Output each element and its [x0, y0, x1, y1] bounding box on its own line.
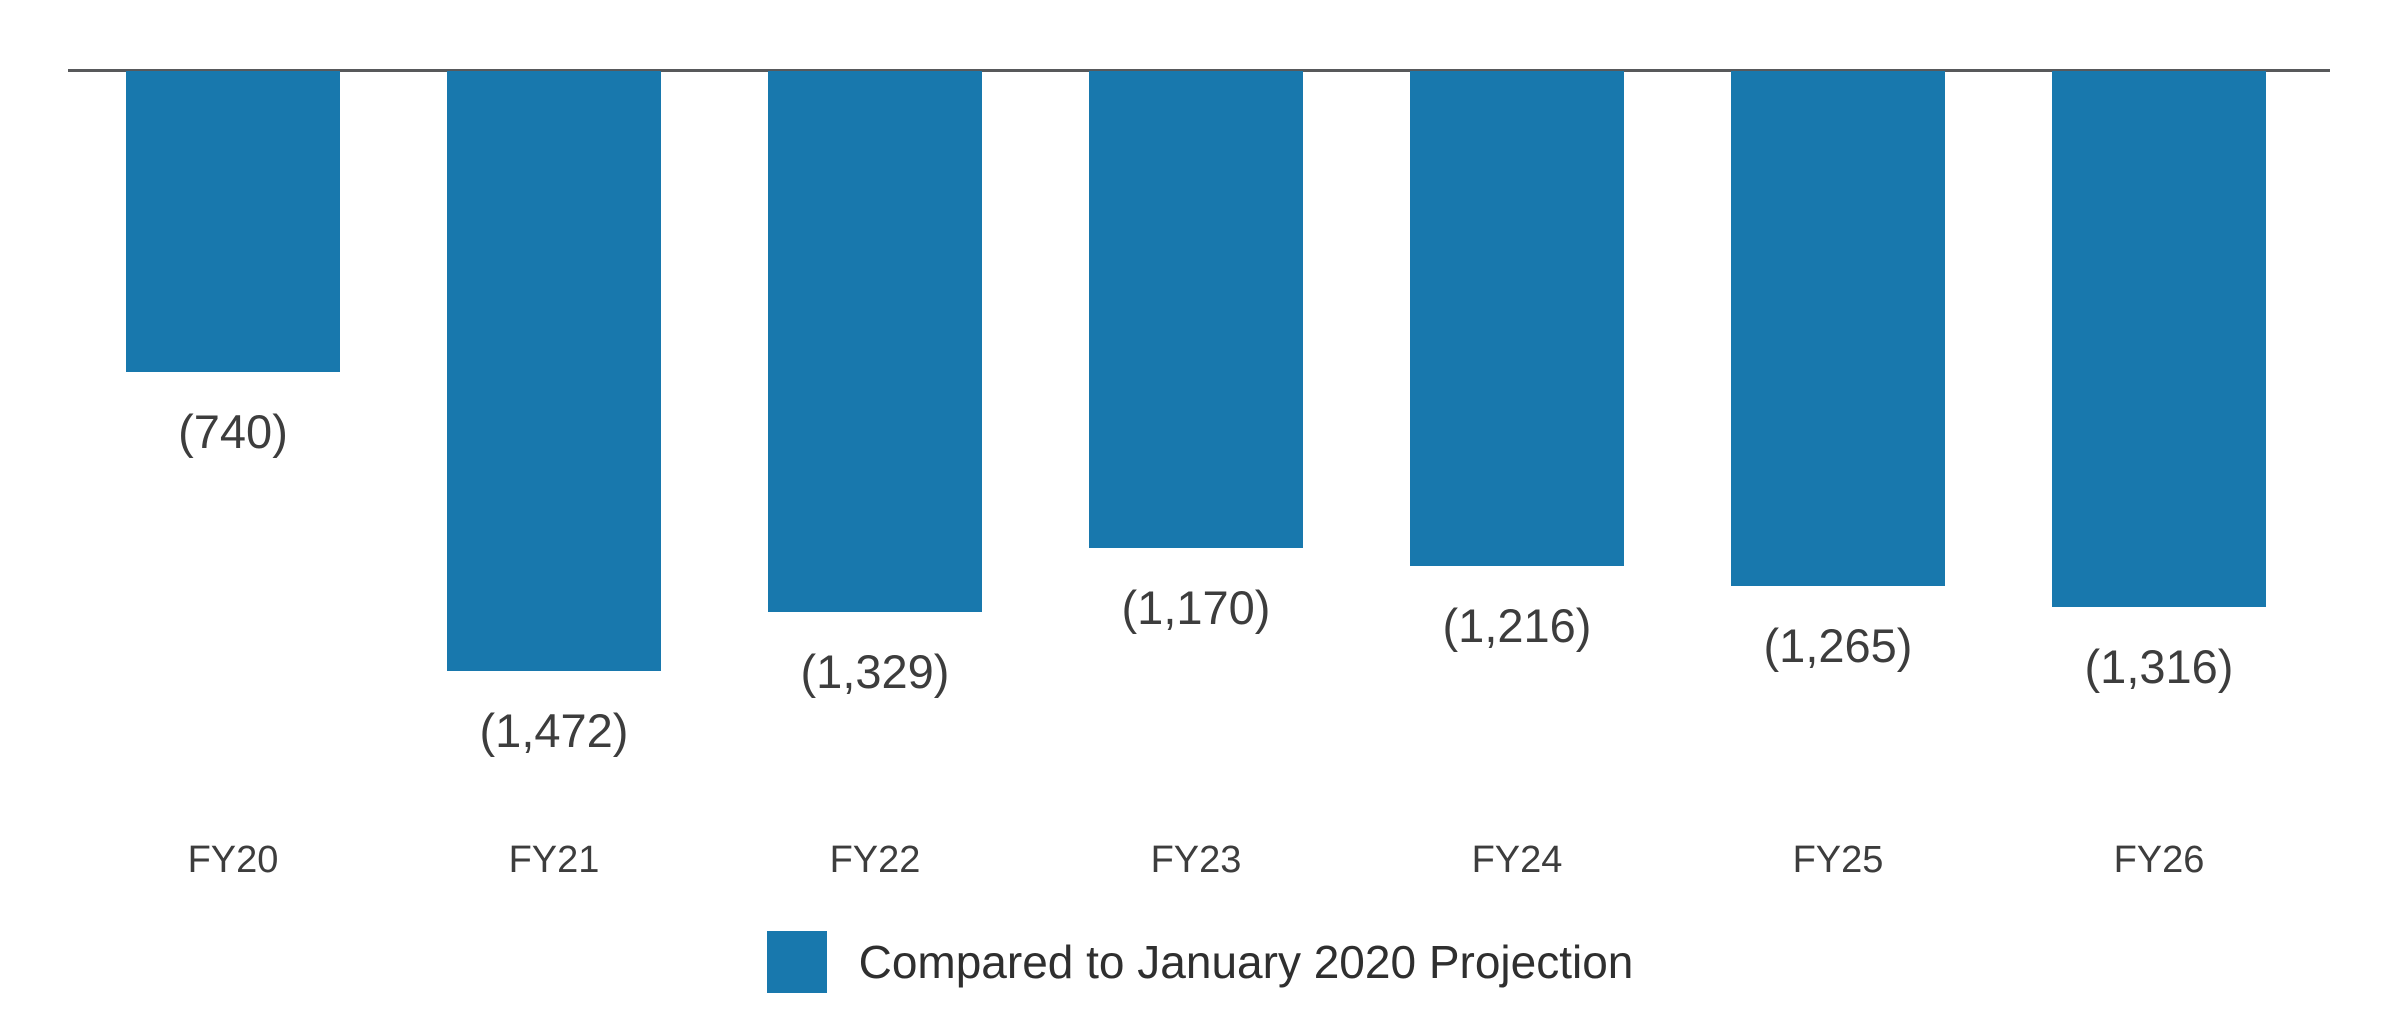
bar-fy25 — [1731, 71, 1945, 586]
category-label-fy23: FY23 — [1150, 839, 1242, 881]
value-label-fy25: (1,265) — [1763, 619, 1913, 672]
bar-fy23 — [1089, 71, 1303, 548]
category-label-fy26: FY26 — [2113, 839, 2205, 881]
legend-swatch — [766, 931, 827, 993]
legend: Compared to January 2020 Projection — [0, 928, 2400, 996]
value-label-fy23: (1,170) — [1121, 581, 1271, 634]
category-label-fy22: FY22 — [829, 839, 921, 881]
category-label-fy20: FY20 — [187, 839, 279, 881]
value-label-fy22: (1,329) — [800, 645, 950, 698]
bar-fy22 — [768, 71, 982, 612]
value-label-fy24: (1,216) — [1442, 599, 1592, 652]
bar-fy21 — [447, 71, 661, 671]
bar-fy26 — [2052, 71, 2266, 607]
category-label-fy24: FY24 — [1471, 839, 1563, 881]
value-label-fy21: (1,472) — [479, 704, 629, 757]
x-axis-baseline — [68, 69, 2330, 72]
category-label-fy25: FY25 — [1792, 839, 1884, 881]
bar-fy24 — [1410, 71, 1624, 566]
bar-fy20 — [126, 71, 340, 372]
category-label-fy21: FY21 — [508, 839, 600, 881]
value-label-fy26: (1,316) — [2084, 640, 2234, 693]
value-label-fy20: (740) — [178, 405, 288, 458]
legend-label: Compared to January 2020 Projection — [858, 936, 1634, 988]
